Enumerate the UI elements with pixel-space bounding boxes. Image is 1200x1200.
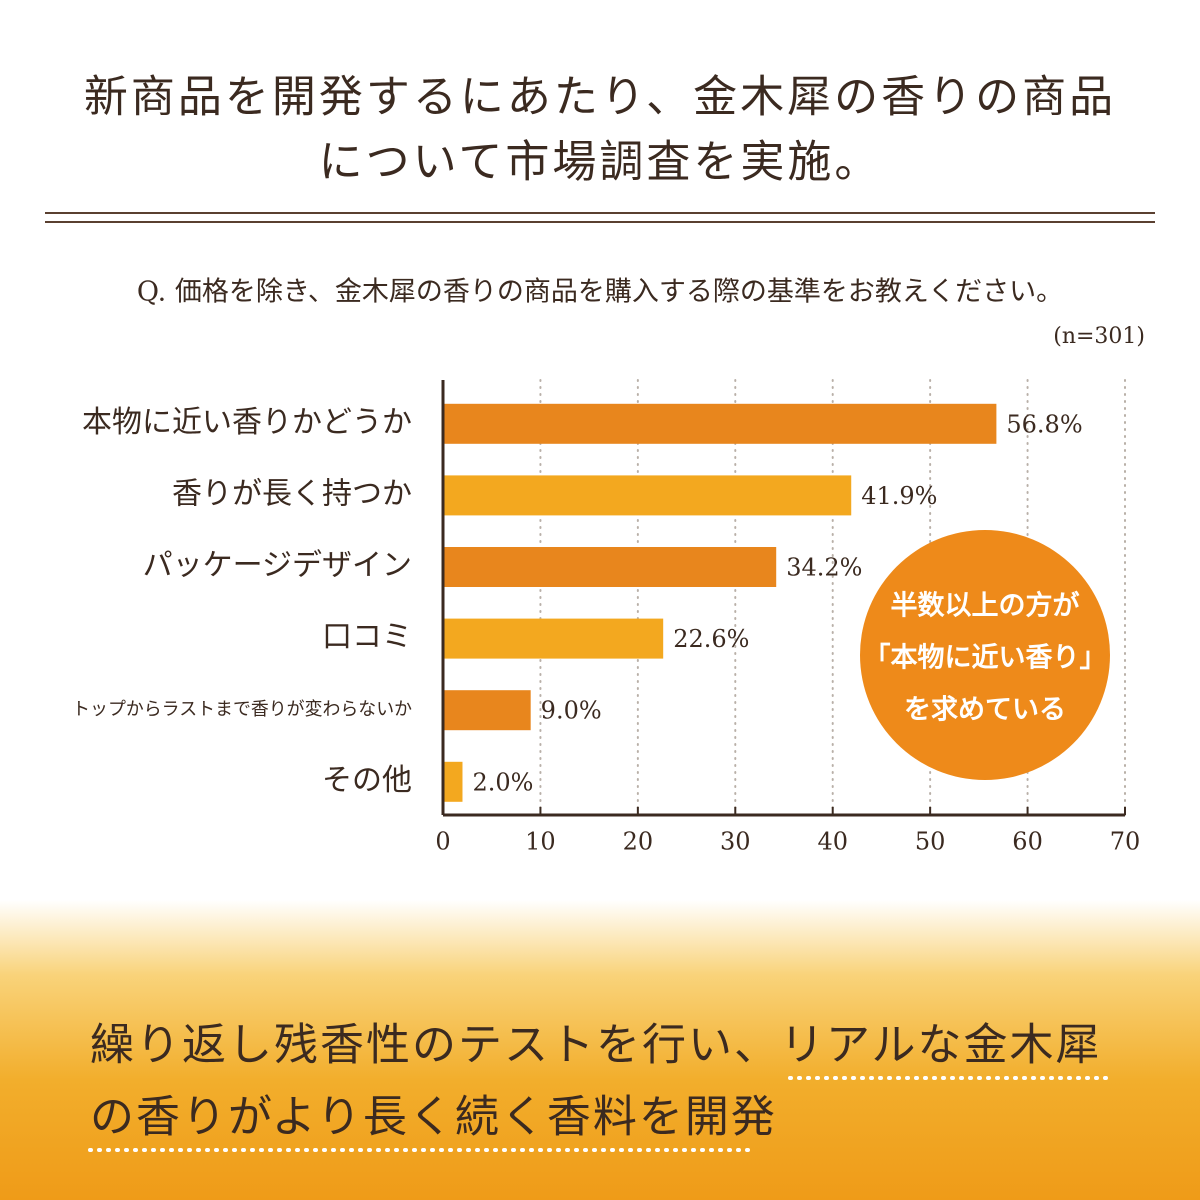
- callout-text: 「本物に近い香り」: [864, 642, 1107, 674]
- value-label: 41.9%: [861, 482, 937, 510]
- x-tick-label: 20: [623, 828, 654, 856]
- footer-line: 繰り返し残香性のテストを行い、リアルな金木犀: [90, 1020, 1102, 1071]
- value-label: 2.0%: [472, 768, 533, 796]
- category-label: 香りが長く持つか: [172, 476, 412, 511]
- x-tick-label: 70: [1110, 828, 1141, 856]
- callout-text: を求めている: [904, 695, 1066, 726]
- category-label: 口コミ: [322, 620, 412, 655]
- bar: [443, 761, 463, 802]
- value-label: 22.6%: [673, 625, 749, 653]
- category-label: トップからラストまで香りが変わらないか: [72, 699, 412, 720]
- value-label: 34.2%: [786, 554, 862, 582]
- category-label: 本物に近い香りかどうか: [82, 405, 412, 440]
- category-label: その他: [322, 763, 412, 798]
- title-line: について市場調査を実施。: [319, 137, 882, 188]
- bar: [443, 618, 664, 659]
- bar: [443, 403, 997, 444]
- chart-subtitle: (n=301): [1053, 324, 1145, 349]
- title-line: 新商品を開発するにあたり、金木犀の香りの商品: [84, 72, 1116, 123]
- x-tick-label: 60: [1012, 828, 1043, 856]
- x-tick-label: 40: [817, 828, 848, 856]
- footer-line: の香りがより長く続く香料を開発: [90, 1092, 777, 1143]
- x-tick-label: 0: [435, 828, 450, 856]
- x-tick-label: 30: [720, 828, 751, 856]
- bar: [443, 690, 531, 731]
- x-tick-label: 10: [525, 828, 556, 856]
- bar: [443, 547, 777, 587]
- chart-title: Q. 価格を除き、金木犀の香りの商品を購入する際の基準をお教えください。: [137, 277, 1063, 308]
- value-label: 9.0%: [541, 697, 602, 725]
- callout-text: 半数以上の方が: [891, 590, 1080, 622]
- value-label: 56.8%: [1006, 410, 1082, 438]
- x-tick-label: 50: [915, 828, 946, 856]
- category-label: パッケージデザイン: [143, 548, 412, 583]
- callout-circle: [860, 530, 1110, 780]
- bar: [443, 475, 852, 516]
